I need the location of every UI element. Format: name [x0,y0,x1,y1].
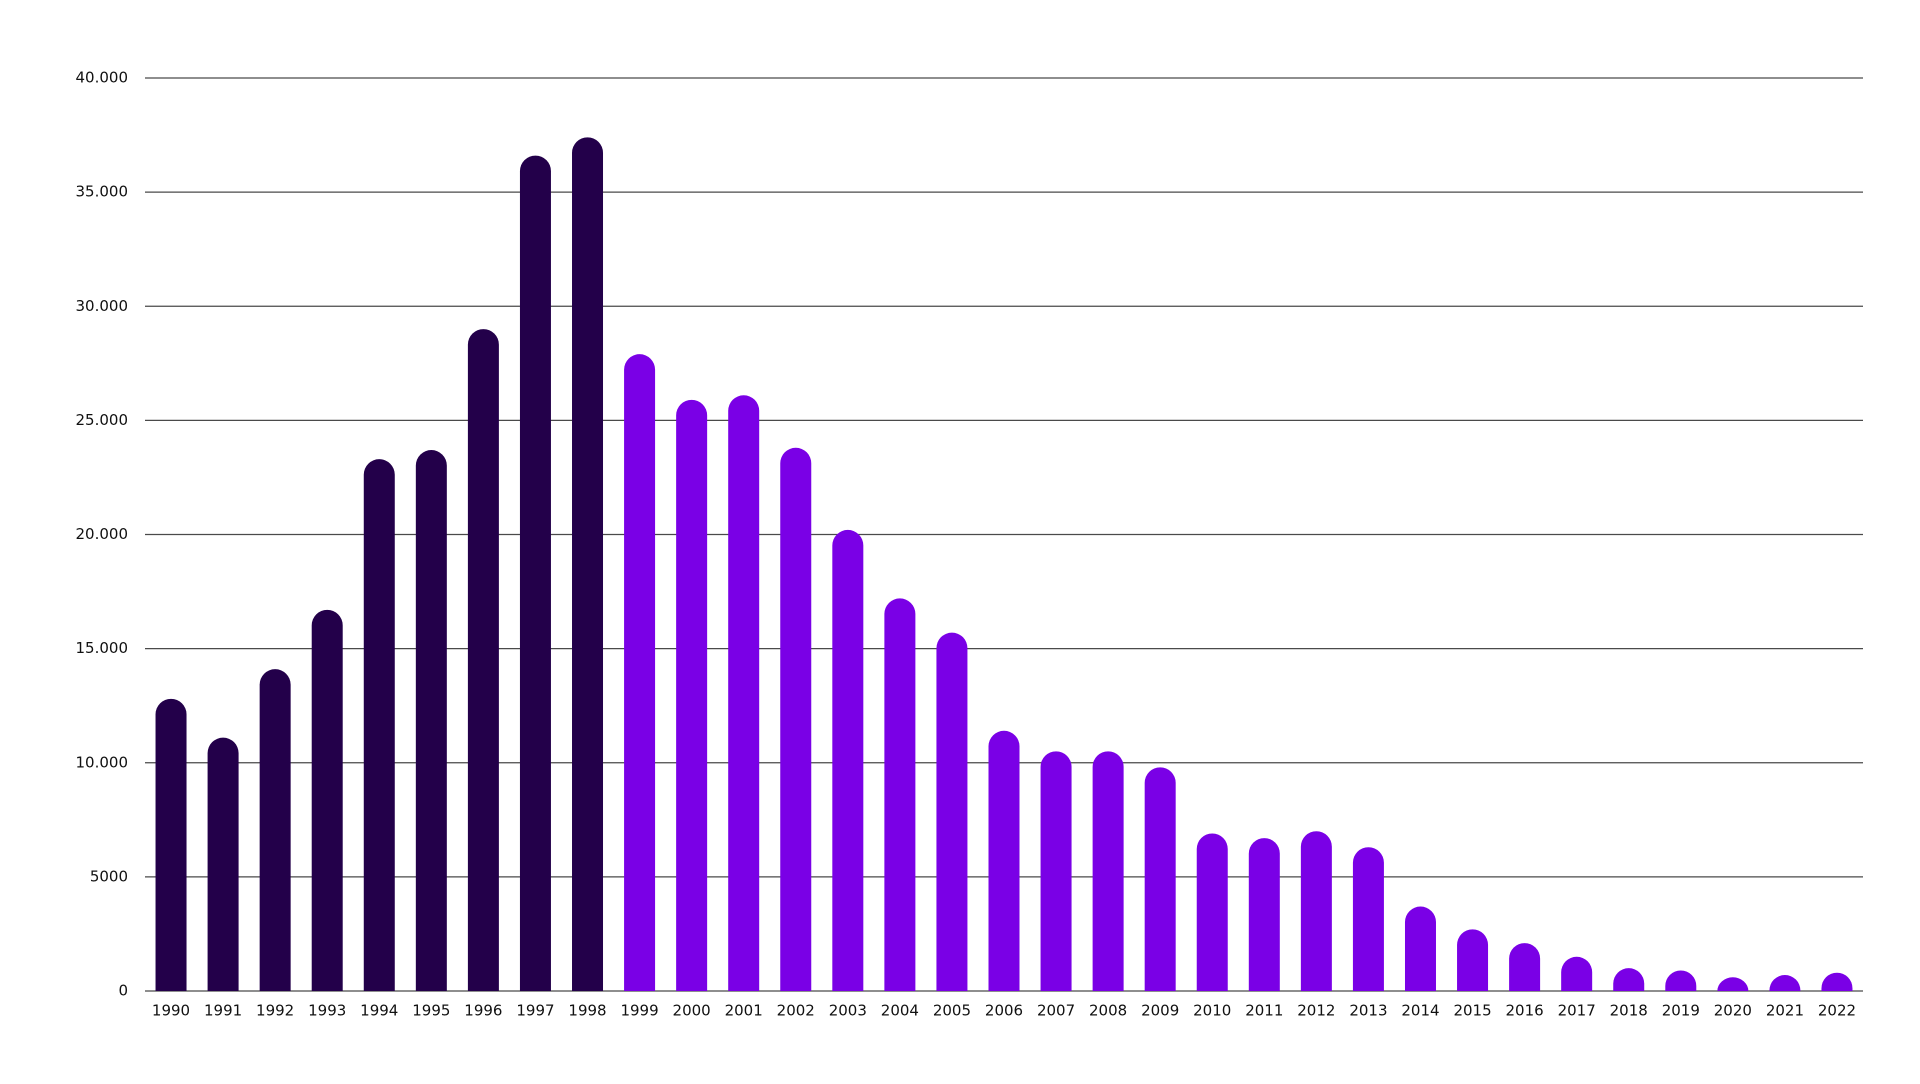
x-tick-label: 1999 [620,1002,658,1020]
bar [780,447,812,991]
x-tick-label: 2020 [1714,1002,1752,1020]
x-tick-label: 1997 [516,1002,554,1020]
y-tick-label: 25.000 [76,411,129,429]
bar [1300,831,1332,991]
y-tick-label: 40.000 [76,69,129,87]
bar [572,137,604,992]
bar [467,329,499,991]
x-tick-label: 2014 [1401,1002,1439,1020]
bar [1613,968,1645,991]
x-tick-label: 2000 [673,1002,711,1020]
x-tick-label: 2018 [1610,1002,1648,1020]
x-tick-label: 2012 [1297,1002,1335,1020]
bar [936,632,968,991]
bar [1821,972,1853,991]
x-tick-label: 2003 [829,1002,867,1020]
x-tick-label: 2022 [1818,1002,1856,1020]
y-tick-label: 30.000 [76,297,129,315]
bar [363,459,395,991]
x-tick-label: 2007 [1037,1002,1075,1020]
x-tick-label: 2016 [1506,1002,1544,1020]
x-tick-label: 2004 [881,1002,919,1020]
bar [155,698,187,991]
x-tick-label: 1992 [256,1002,294,1020]
y-tick-label: 35.000 [76,183,129,201]
x-tick-label: 2017 [1558,1002,1596,1020]
bar [884,598,916,991]
bar [1144,767,1176,991]
x-tick-label: 1990 [152,1002,190,1020]
x-tick-label: 2010 [1193,1002,1231,1020]
bar [259,669,291,991]
y-tick-label: 10.000 [76,753,129,771]
bar [1717,977,1749,991]
bar [1665,970,1697,991]
x-tick-label: 2013 [1349,1002,1387,1020]
y-tick-label: 0 [118,982,128,1000]
x-tick-label: 2011 [1245,1002,1283,1020]
x-tick-label: 1994 [360,1002,398,1020]
bar [1509,943,1541,991]
x-tick-label: 2002 [777,1002,815,1020]
y-tick-label: 15.000 [76,639,129,657]
x-tick-label: 2019 [1662,1002,1700,1020]
bar [1248,838,1280,991]
x-tick-label: 2015 [1453,1002,1491,1020]
bar [519,155,551,992]
bar [728,395,760,992]
y-tick-label: 5000 [90,867,128,885]
bar [207,737,239,991]
x-tick-label: 1993 [308,1002,346,1020]
bar [1404,906,1436,991]
x-tick-label: 1996 [464,1002,502,1020]
bar [415,450,447,991]
bar [1040,751,1072,991]
bar [1561,956,1593,991]
x-tick-label: 2009 [1141,1002,1179,1020]
x-tick-label: 2006 [985,1002,1023,1020]
x-tick-label: 2021 [1766,1002,1804,1020]
x-tick-label: 1991 [204,1002,242,1020]
x-tick-label: 1995 [412,1002,450,1020]
bar [311,609,343,991]
bar [676,399,708,991]
bar [1196,833,1228,991]
bar [832,529,864,991]
x-tick-label: 2008 [1089,1002,1127,1020]
y-tick-label: 20.000 [76,525,129,543]
bar [624,354,656,991]
x-tick-label: 2001 [725,1002,763,1020]
bar [1457,929,1489,991]
x-tick-label: 2005 [933,1002,971,1020]
bar [1092,751,1124,991]
bar [1769,975,1801,991]
bar [1352,847,1384,991]
x-tick-label: 1998 [568,1002,606,1020]
bar [988,730,1020,991]
